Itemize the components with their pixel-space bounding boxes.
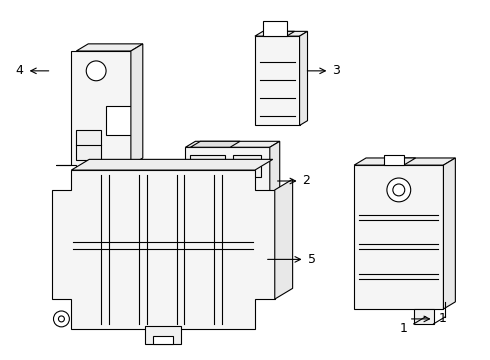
Text: 4: 4	[16, 64, 24, 77]
Polygon shape	[255, 36, 299, 125]
Polygon shape	[299, 31, 308, 125]
Circle shape	[58, 316, 64, 322]
Bar	[76, 130, 101, 160]
Polygon shape	[270, 141, 280, 215]
Polygon shape	[263, 31, 294, 36]
Polygon shape	[56, 51, 131, 185]
Bar	[233, 155, 261, 177]
Bar	[153, 336, 172, 344]
Polygon shape	[131, 44, 143, 165]
Polygon shape	[255, 31, 308, 36]
Polygon shape	[354, 158, 455, 165]
Polygon shape	[414, 309, 434, 324]
Text: 3: 3	[332, 64, 340, 77]
Text: 1: 1	[439, 312, 446, 325]
Polygon shape	[185, 147, 270, 215]
Bar	[207, 169, 219, 177]
Polygon shape	[76, 44, 143, 51]
Polygon shape	[51, 170, 275, 329]
Circle shape	[53, 311, 70, 327]
Polygon shape	[443, 158, 455, 309]
Text: 1: 1	[400, 322, 408, 336]
Polygon shape	[185, 141, 280, 147]
Circle shape	[86, 61, 106, 81]
Polygon shape	[354, 165, 443, 309]
Circle shape	[387, 178, 411, 202]
Polygon shape	[384, 158, 416, 165]
Text: 2: 2	[302, 175, 311, 188]
Bar	[263, 21, 287, 36]
Polygon shape	[72, 159, 273, 170]
Text: 5: 5	[308, 253, 316, 266]
Polygon shape	[275, 179, 293, 299]
Bar	[191, 155, 225, 180]
Bar	[194, 169, 205, 177]
Circle shape	[393, 184, 405, 196]
Bar	[145, 326, 180, 344]
Polygon shape	[191, 141, 240, 147]
Bar	[384, 155, 404, 165]
Bar	[237, 165, 245, 173]
